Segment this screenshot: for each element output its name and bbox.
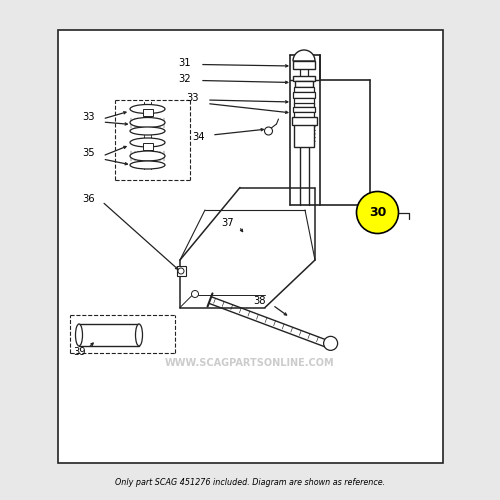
Ellipse shape (136, 324, 142, 346)
Text: 33: 33 (83, 112, 95, 122)
Bar (176, 266, 186, 276)
Ellipse shape (76, 324, 82, 346)
Ellipse shape (130, 104, 165, 114)
Text: 33: 33 (186, 93, 199, 103)
Bar (142, 142, 152, 150)
Ellipse shape (130, 118, 165, 128)
Text: 39: 39 (73, 347, 86, 357)
Text: 37: 37 (222, 218, 234, 228)
Text: 35: 35 (82, 148, 96, 158)
Circle shape (356, 192, 399, 234)
Text: 34: 34 (193, 132, 205, 142)
Bar (294, 120, 314, 146)
Bar (293, 92, 315, 98)
Ellipse shape (130, 151, 165, 161)
Text: Only part SCAG 451276 included. Diagram are shown as reference.: Only part SCAG 451276 included. Diagram … (115, 478, 385, 487)
Text: 31: 31 (178, 58, 192, 68)
Text: WWW.SCAGPARTSONLINE.COM: WWW.SCAGPARTSONLINE.COM (165, 358, 335, 368)
Bar (295, 81, 313, 86)
Bar (142, 109, 152, 116)
Bar (293, 76, 315, 81)
Ellipse shape (130, 127, 165, 135)
Circle shape (178, 268, 184, 274)
Bar (294, 112, 314, 118)
Bar (293, 106, 315, 112)
Circle shape (192, 290, 198, 298)
Bar (292, 116, 316, 124)
Bar (58, 30, 442, 462)
Ellipse shape (130, 138, 165, 147)
Wedge shape (293, 50, 315, 61)
Bar (79, 324, 139, 346)
Circle shape (264, 127, 272, 135)
Text: 38: 38 (254, 296, 266, 306)
Bar (294, 98, 314, 104)
Bar (293, 61, 315, 69)
Bar (294, 86, 314, 92)
Ellipse shape (130, 161, 165, 169)
Text: 32: 32 (178, 74, 192, 84)
Text: 30: 30 (369, 206, 386, 219)
Bar (294, 102, 314, 106)
Text: 36: 36 (82, 194, 96, 203)
Circle shape (324, 336, 338, 350)
